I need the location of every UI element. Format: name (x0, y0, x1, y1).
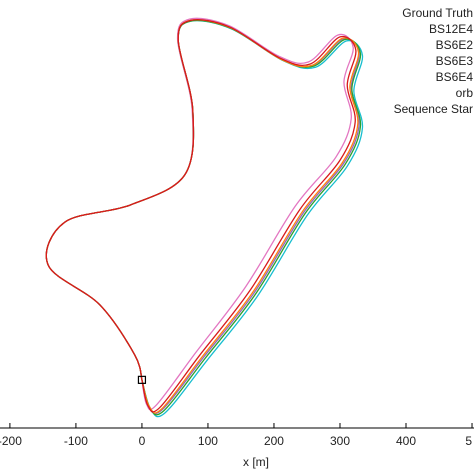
x-tick-label: -200 (0, 434, 22, 448)
x-tick-label: 200 (264, 434, 284, 448)
legend-entry: BS12E4 (429, 22, 473, 36)
x-tick-label: 100 (198, 434, 218, 448)
legend-entry: BS6E3 (436, 54, 474, 68)
legend-entry: Sequence Star (394, 102, 473, 116)
trajectory (45, 19, 360, 415)
x-tick-label: 0 (139, 434, 146, 448)
x-tick-label: 5 (465, 434, 472, 448)
start-marker (137, 375, 147, 384)
legend-entry: Ground Truth (402, 6, 473, 20)
x-axis-label: x [m] (243, 455, 269, 469)
trajectory (45, 19, 357, 413)
legend-entry: orb (456, 86, 474, 100)
legend-entry: BS6E2 (436, 38, 474, 52)
x-tick-label: -100 (64, 434, 88, 448)
x-tick-label: 400 (396, 434, 416, 448)
x-tick-label: 300 (330, 434, 350, 448)
trajectory (45, 19, 360, 414)
legend-entry: BS6E4 (436, 70, 474, 84)
